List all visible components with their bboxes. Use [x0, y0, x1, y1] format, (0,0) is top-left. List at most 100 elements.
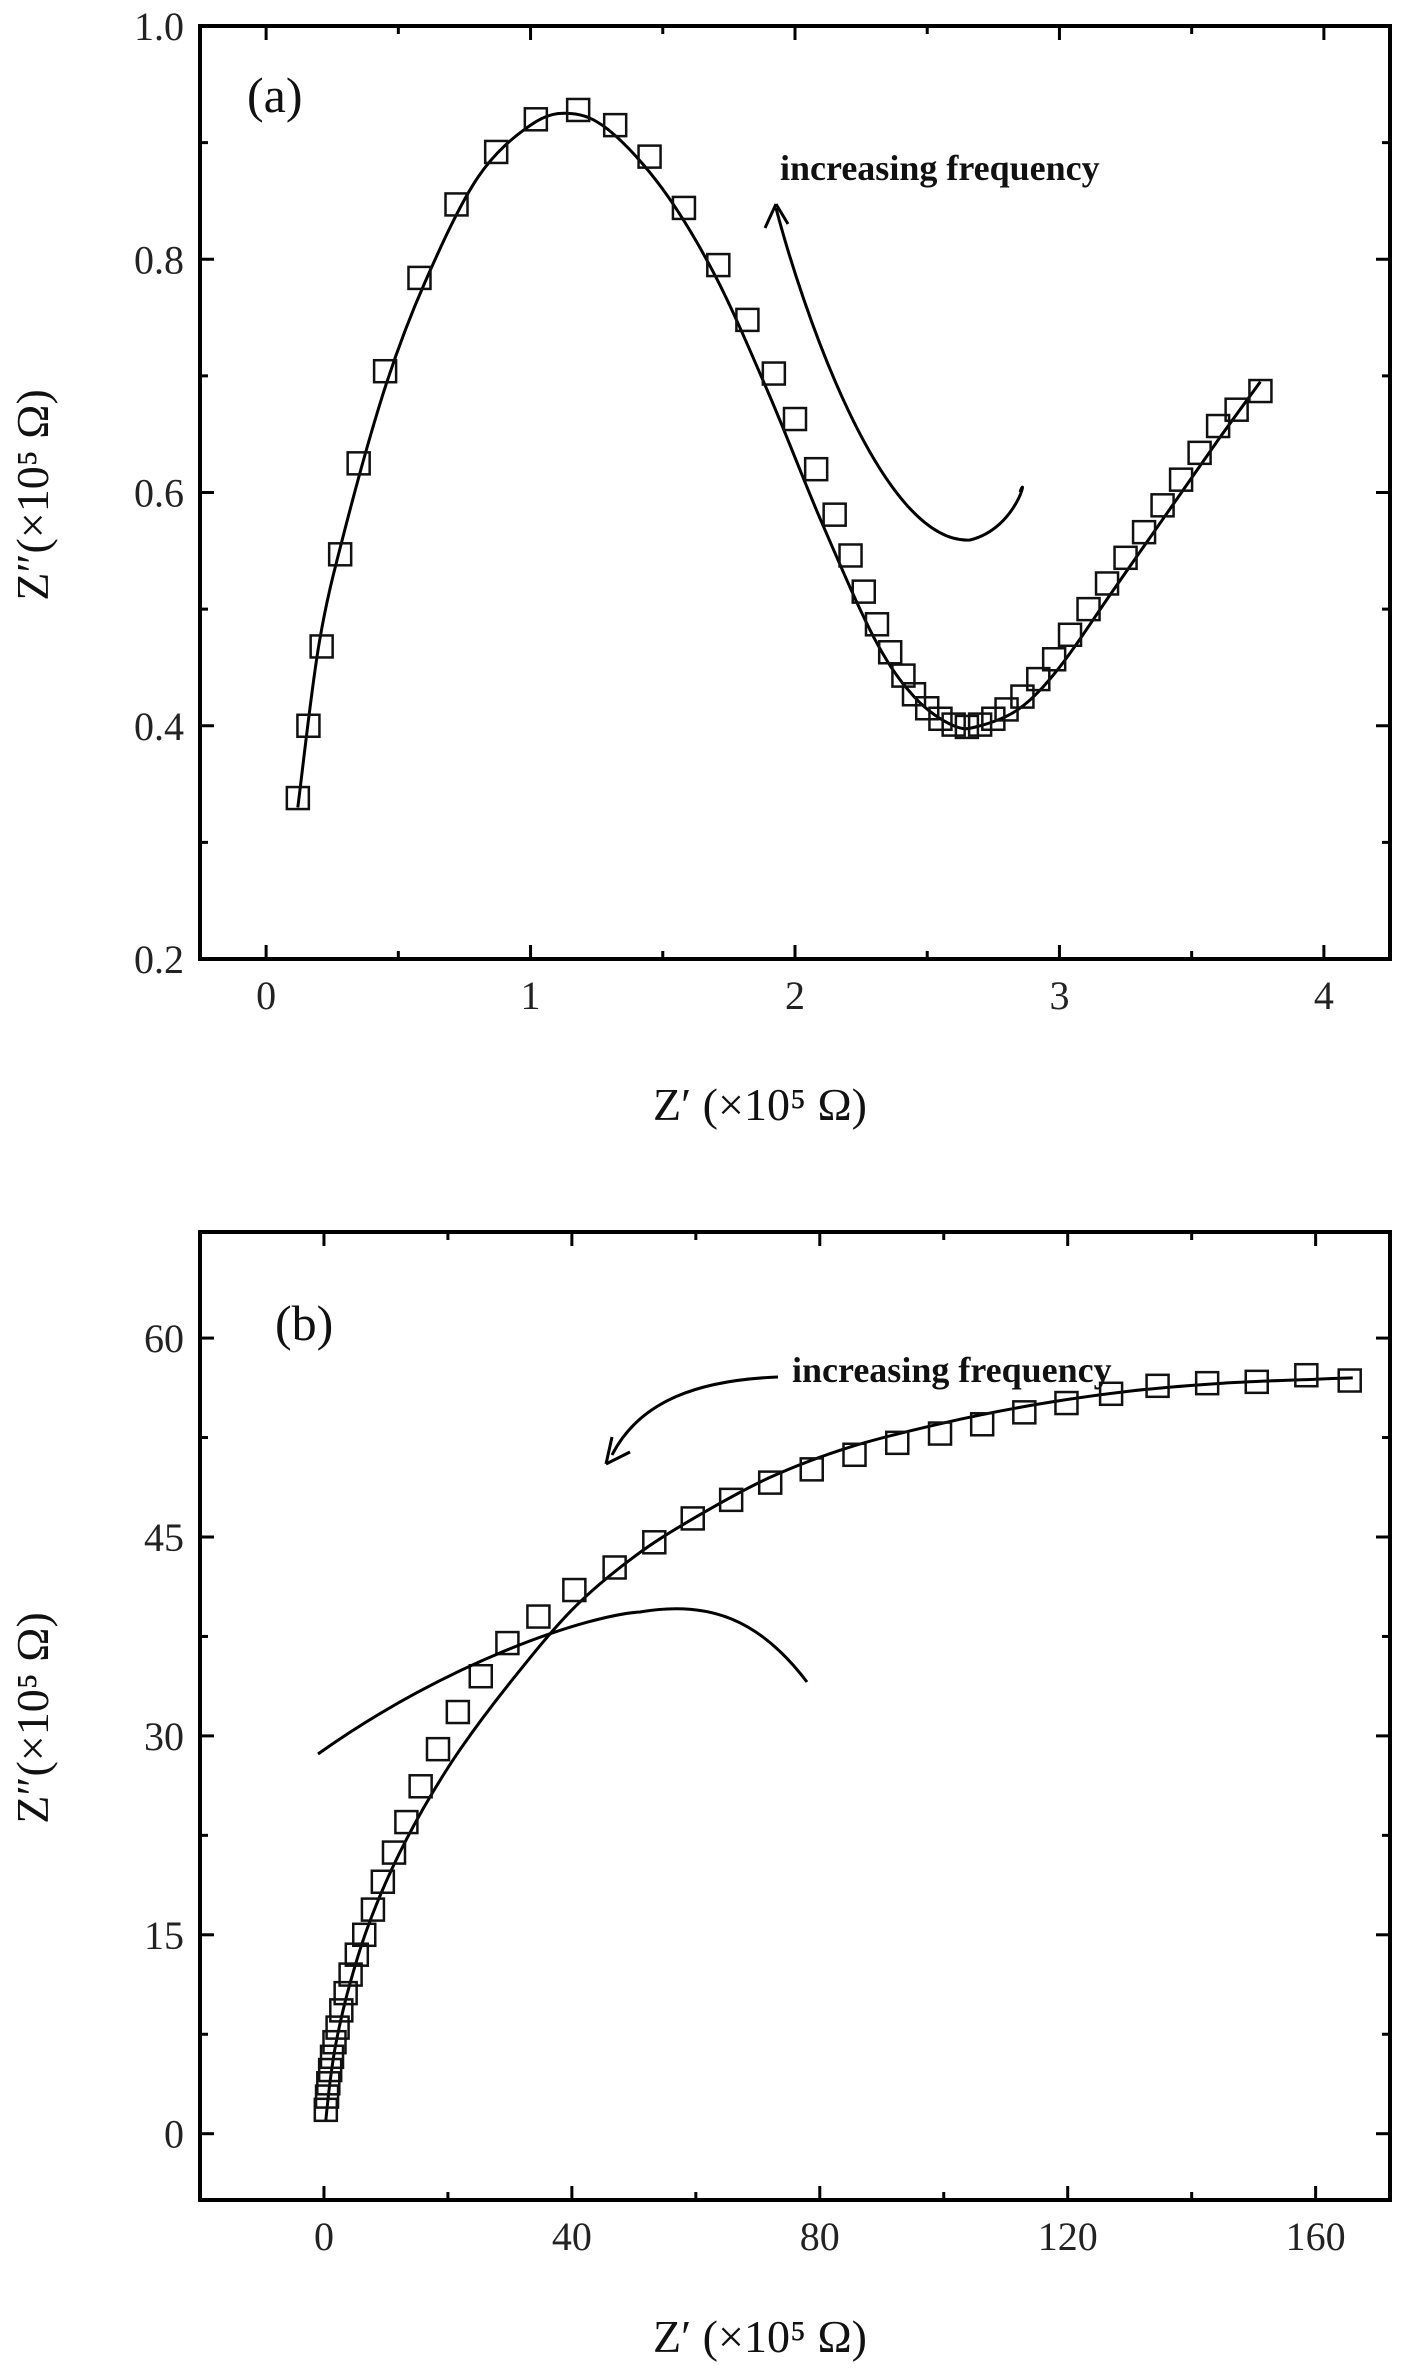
data-point: [680, 1506, 705, 1531]
data-point: [1244, 1369, 1269, 1395]
data-point: [425, 1736, 451, 1762]
data-point: [1113, 545, 1138, 571]
data-point: [637, 144, 662, 169]
data-point: [333, 1980, 358, 2006]
y-tick-label: 0.4: [134, 704, 184, 749]
fit-curve-a: [296, 111, 1262, 808]
data-point: [1057, 622, 1083, 648]
fit-line: [296, 111, 1262, 808]
data-point: [1054, 1390, 1079, 1416]
ticks-b: [200, 1232, 1390, 2200]
data-point: [360, 1897, 386, 1922]
data-point: [372, 358, 398, 384]
data-point: [842, 1442, 867, 1468]
data-point: [316, 2071, 341, 2096]
frequency-arrowhead-a: [763, 203, 790, 229]
data-point: [1168, 467, 1194, 492]
data-point: [370, 1869, 396, 1895]
y-tick-label: 60: [144, 1316, 184, 1361]
data-point: [344, 1942, 370, 1967]
data-point: [1012, 1400, 1037, 1425]
y-tick-label: 0.6: [134, 471, 184, 516]
annotation-b: increasing frequency: [792, 1350, 1112, 1390]
data-point: [445, 1699, 471, 1725]
data-point: [329, 1998, 354, 2023]
data-point: [1224, 397, 1249, 422]
panel-label-b: (b): [275, 1295, 333, 1351]
data-point: [803, 456, 829, 482]
data-point: [1076, 596, 1101, 622]
data-point: [381, 1840, 407, 1865]
data-point: [994, 697, 1019, 722]
data-point: [314, 2084, 340, 2109]
x-tick-label: 2: [785, 973, 805, 1018]
data-point: [1248, 378, 1273, 404]
data-point: [327, 542, 353, 567]
guide-arc-b: [317, 1607, 809, 1756]
data-point: [838, 543, 863, 568]
x-tick-label: 120: [1038, 2214, 1098, 2259]
frequency-arrow-b: [610, 1375, 779, 1456]
data-point: [901, 682, 927, 707]
y-tick-label: 15: [144, 1913, 184, 1958]
data-point: [757, 1470, 783, 1495]
y-axis-title-a: Z″(×10⁵ Ω): [7, 389, 58, 601]
data-point: [296, 713, 321, 738]
data-point: [313, 2097, 339, 2123]
data-point: [1194, 1370, 1220, 1396]
fit-line: [324, 1376, 1353, 2121]
ticks-a: [200, 24, 1390, 961]
frequency-arrowhead-b: [604, 1436, 631, 1466]
data-point: [562, 1577, 587, 1603]
data-point: [1010, 684, 1035, 709]
panel-a: 0 1 2 3 4 0.2 0.4 0.6 0.8 1.0 (a) increasing fre…: [7, 4, 1392, 1130]
data-point: [928, 706, 953, 732]
y-tick-labels-a: 0.2 0.4 0.6 0.8 1.0: [134, 4, 184, 982]
data-point: [495, 1630, 520, 1656]
data-point: [483, 139, 509, 165]
data-point: [444, 192, 469, 217]
y-tick-label: 30: [144, 1714, 184, 1759]
data-point: [885, 1430, 910, 1456]
fit-curve-b: [324, 1376, 1353, 2121]
x-tick-labels-b: 0 40 80 120 160: [314, 2214, 1346, 2259]
x-tick-label: 0: [314, 2214, 334, 2259]
data-point: [718, 1487, 744, 1513]
x-tick-label: 0: [256, 973, 276, 1018]
data-point: [338, 1962, 363, 1987]
data-point: [1094, 571, 1120, 596]
panel-b: 0 40 80 120 160 0 15 30 45 60 (b) increasing fre…: [7, 1230, 1392, 2362]
data-point: [523, 107, 549, 132]
data-point: [526, 1604, 551, 1629]
data-point: [565, 97, 591, 123]
frequency-arrow-a: [774, 207, 1024, 542]
data-point: [317, 2057, 343, 2083]
data-point: [351, 1922, 377, 1948]
x-tick-label: 160: [1286, 2214, 1346, 2259]
data-point: [1026, 666, 1051, 692]
data-point: [408, 1774, 433, 1799]
data-point: [1187, 440, 1212, 466]
data-point: [954, 714, 980, 740]
data-point: [602, 112, 628, 138]
data-point: [1098, 1381, 1124, 1407]
data-point: [969, 1412, 995, 1437]
x-axis-title-b: Z′ (×10⁵ Ω): [653, 2311, 867, 2362]
data-point: [325, 2015, 350, 2040]
y-tick-label: 45: [144, 1515, 184, 1560]
data-point: [309, 634, 334, 659]
x-tick-label: 4: [1314, 973, 1334, 1018]
x-axis-title-a: Z′ (×10⁵ Ω): [653, 1079, 867, 1130]
data-point: [799, 1457, 824, 1482]
x-tick-label: 80: [800, 2214, 840, 2259]
data-point: [346, 451, 371, 476]
data-point: [941, 712, 966, 737]
x-tick-label: 3: [1049, 973, 1069, 1018]
data-point: [1294, 1362, 1319, 1388]
data-point: [407, 265, 432, 291]
annotation-a: increasing frequency: [780, 148, 1100, 188]
panel-label-a: (a): [247, 67, 303, 123]
data-point: [851, 579, 877, 604]
x-tick-label: 1: [521, 973, 541, 1018]
y-tick-label: 0.2: [134, 937, 184, 982]
